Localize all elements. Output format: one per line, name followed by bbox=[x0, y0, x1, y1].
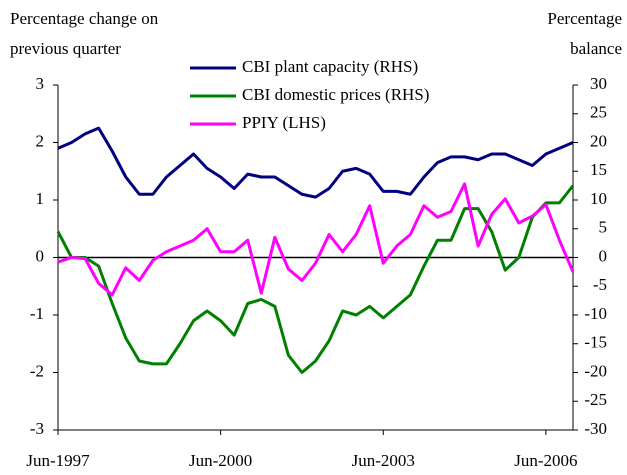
y2-tick-label: -15 bbox=[584, 333, 607, 352]
y-tick-label: -2 bbox=[30, 361, 44, 380]
y-tick-label: 0 bbox=[36, 246, 45, 265]
x-tick-label: Jun-1997 bbox=[26, 451, 90, 470]
y-tick-label: -3 bbox=[30, 419, 44, 438]
y2-tick-label: 30 bbox=[590, 74, 607, 93]
y2-tick-label: 20 bbox=[590, 131, 607, 150]
y2-tick-label: -5 bbox=[593, 275, 607, 294]
series-line bbox=[57, 126, 574, 199]
legend-label: PPIY (LHS) bbox=[242, 113, 326, 132]
y2-tick-label: -10 bbox=[584, 304, 607, 323]
y-axis-title: Percentage change on bbox=[10, 9, 159, 28]
y2-tick-label: -30 bbox=[584, 419, 607, 438]
x-tick-label: Jun-2006 bbox=[514, 451, 577, 470]
x-tick-label: Jun-2003 bbox=[352, 451, 415, 470]
y2-tick-label: -20 bbox=[584, 361, 607, 380]
y2-tick-label: 5 bbox=[599, 218, 608, 237]
y2-tick-label: 25 bbox=[590, 103, 607, 122]
y2-tick-label: 0 bbox=[599, 246, 608, 265]
y2-tick-label: 15 bbox=[590, 160, 607, 179]
legend-label: CBI domestic prices (RHS) bbox=[242, 85, 429, 104]
y2-tick-label: -25 bbox=[584, 390, 607, 409]
legend-label: CBI plant capacity (RHS) bbox=[242, 57, 418, 76]
x-tick-label: Jun-2000 bbox=[189, 451, 252, 470]
y2-axis-title: balance bbox=[570, 39, 622, 58]
series-line bbox=[56, 184, 575, 374]
y-tick-label: 1 bbox=[36, 189, 45, 208]
y-axis-title: previous quarter bbox=[10, 39, 121, 58]
y-tick-label: 3 bbox=[36, 74, 45, 93]
y2-tick-label: 10 bbox=[590, 189, 607, 208]
y2-axis-title: Percentage bbox=[547, 9, 622, 28]
series-line bbox=[57, 182, 575, 297]
y-tick-label: -1 bbox=[30, 304, 44, 323]
y-tick-label: 2 bbox=[36, 131, 45, 150]
